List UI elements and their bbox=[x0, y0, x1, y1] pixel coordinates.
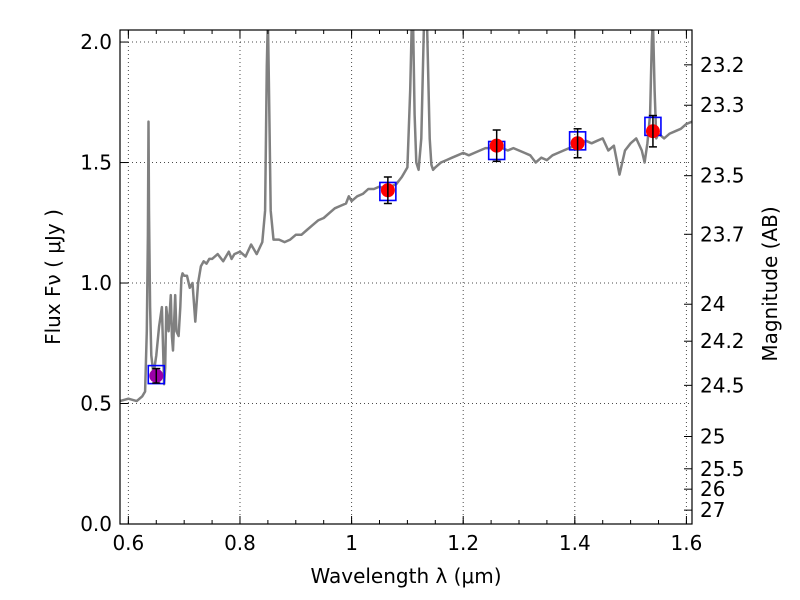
y-tick-label: 0.0 bbox=[80, 512, 112, 536]
mag-tick-label: 27 bbox=[700, 498, 725, 522]
mag-tick-label: 24.5 bbox=[700, 373, 745, 397]
y-tick-label: 1.5 bbox=[80, 151, 112, 175]
plot-frame bbox=[119, 29, 693, 525]
mag-tick-label: 23.2 bbox=[700, 53, 745, 77]
y-tick-label: 2.0 bbox=[80, 30, 112, 54]
x-tick-label: 0.6 bbox=[112, 531, 144, 555]
markers bbox=[147, 114, 662, 385]
x-tick-label: 1.6 bbox=[671, 531, 703, 555]
mag-tick-label: 24.2 bbox=[700, 329, 745, 353]
plot-area bbox=[120, 30, 692, 403]
mag-tick-label: 25.5 bbox=[700, 457, 745, 481]
x-tick-label: 1.2 bbox=[447, 531, 479, 555]
x-tick-label: 1 bbox=[345, 531, 358, 555]
mag-tick-label: 26 bbox=[700, 477, 725, 501]
grid bbox=[120, 30, 692, 525]
spectrum-line bbox=[120, 30, 692, 403]
axis-ticks: 0.6 0.8 1 1.2 1.4 1.6 0.0 0.5 1.0 1.5 2.0 23.2 23.3 2… bbox=[80, 30, 745, 555]
y-axis-right-label: Magnitude (AB) bbox=[758, 206, 782, 361]
x-tick-label: 1.4 bbox=[559, 531, 591, 555]
y-tick-label: 0.5 bbox=[80, 392, 112, 416]
mag-tick-label: 23.7 bbox=[700, 222, 745, 246]
mag-tick-label: 25 bbox=[700, 425, 725, 449]
y-tick-label: 1.0 bbox=[80, 271, 112, 295]
mag-tick-label: 24 bbox=[700, 292, 725, 316]
mag-tick-label: 23.3 bbox=[700, 93, 745, 117]
x-axis-label: Wavelength λ (μm) bbox=[310, 564, 501, 588]
y-axis-label: Flux Fν ( μJy ) bbox=[41, 209, 65, 345]
mag-tick-label: 23.5 bbox=[700, 164, 745, 188]
x-tick-label: 0.8 bbox=[224, 531, 256, 555]
